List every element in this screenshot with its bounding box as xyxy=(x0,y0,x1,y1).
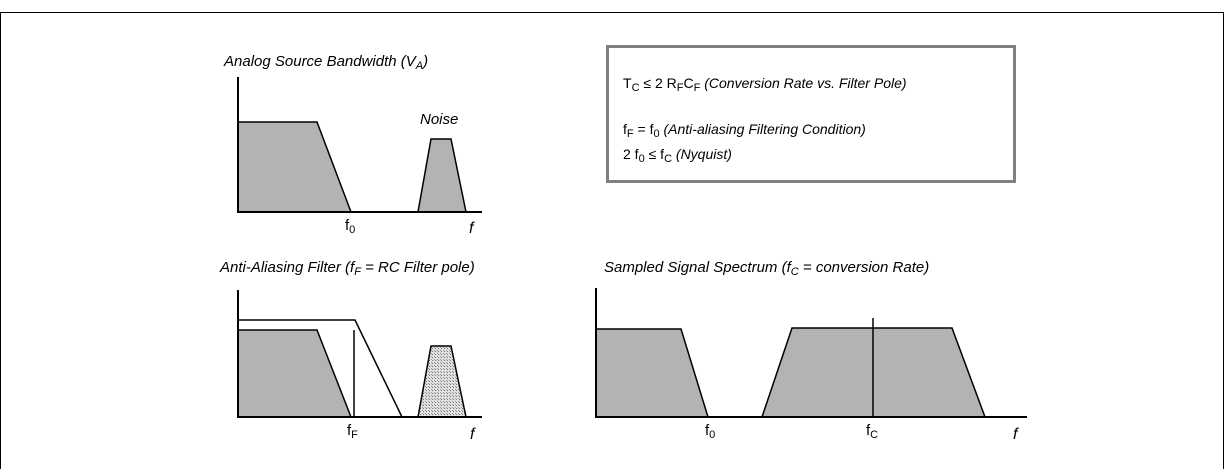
frequency-axis-label: f xyxy=(1013,426,1018,443)
f0-label: f0 xyxy=(345,217,356,236)
conversion-rate-equation: TC ≤ 2 RFCF (Conversion Rate vs. Filter … xyxy=(623,75,907,94)
source-band-shape xyxy=(237,121,353,213)
analog-source-title: Analog Source Bandwidth (VA) xyxy=(224,53,429,72)
noise-band-shape xyxy=(417,138,467,213)
diagram-frame xyxy=(0,12,1224,469)
bottom-right-spectrum xyxy=(595,288,1027,418)
anti-aliasing-filter-title: Anti-Aliasing Filter (fF = RC Filter pol… xyxy=(220,259,475,278)
f0-label: f0 xyxy=(705,422,716,441)
source-band-shape xyxy=(237,329,353,418)
bottom-left-spectrum xyxy=(237,290,482,418)
equations-box: TC ≤ 2 RFCF (Conversion Rate vs. Filter … xyxy=(606,45,1016,183)
filter-response-line xyxy=(238,319,403,418)
frequency-axis-label: f xyxy=(470,426,475,443)
baseband-shape xyxy=(595,328,710,418)
anti-aliasing-condition-equation: fF = f0 (Anti-aliasing Filtering Conditi… xyxy=(623,121,866,140)
noise-label: Noise xyxy=(420,111,459,128)
sampled-spectrum-title: Sampled Signal Spectrum (fC = conversion… xyxy=(604,259,930,278)
fC-label: fC xyxy=(866,422,879,441)
nyquist-equation: 2 f0 ≤ fC (Nyquist) xyxy=(623,146,732,165)
top-left-spectrum xyxy=(237,77,482,213)
frequency-axis-label: f xyxy=(469,220,474,237)
fF-label: fF xyxy=(347,422,358,441)
attenuated-noise-shape xyxy=(417,345,467,418)
